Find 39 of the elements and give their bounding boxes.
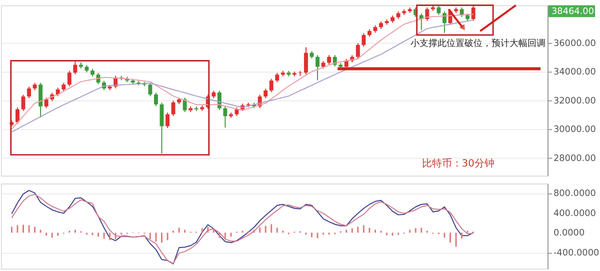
y-tick-label: 800.0000	[553, 188, 596, 199]
candlestick	[436, 5, 441, 16]
candlestick	[154, 92, 158, 107]
candlestick	[44, 97, 48, 109]
candlestick	[223, 106, 228, 128]
candlestick	[316, 54, 320, 81]
candlestick	[327, 54, 332, 65]
y-tick-label: 36000.00	[553, 38, 596, 49]
candlestick	[16, 107, 20, 124]
annotation: 小支撑此位置破位，预计大幅回调	[410, 38, 546, 49]
candlestick	[171, 100, 176, 117]
candlestick	[425, 6, 430, 22]
candlestick	[182, 97, 187, 112]
candlestick	[275, 72, 280, 83]
candlestick	[21, 94, 26, 112]
candlestick	[148, 82, 152, 97]
y-tick-label: 32000.00	[553, 96, 596, 106]
candlestick	[344, 58, 348, 69]
candlestick	[38, 82, 43, 118]
y-tick-label: 34000.00	[553, 68, 596, 78]
y-tick-label: 28000.00	[553, 154, 596, 164]
candlestick	[264, 88, 268, 99]
y-tick-label: -400.0000	[553, 248, 600, 259]
candlestick	[298, 70, 302, 76]
candlestick	[471, 5, 476, 22]
candlestick	[304, 46, 308, 75]
y-tick-label: 30000.00	[553, 125, 596, 136]
y-tick-label: 0.0000	[553, 228, 585, 239]
candlestick	[442, 10, 446, 34]
candlestick	[67, 70, 72, 87]
annotation: 比特币：30分钟	[422, 158, 494, 170]
candlestick	[362, 32, 366, 48]
y-tick-label: 400.0000	[553, 208, 596, 219]
candlestick	[73, 61, 78, 75]
candlestick	[166, 112, 170, 128]
candlestick	[27, 86, 31, 99]
candlestick	[269, 78, 274, 93]
candlestick	[356, 42, 360, 60]
text: 38464.00	[551, 7, 594, 18]
